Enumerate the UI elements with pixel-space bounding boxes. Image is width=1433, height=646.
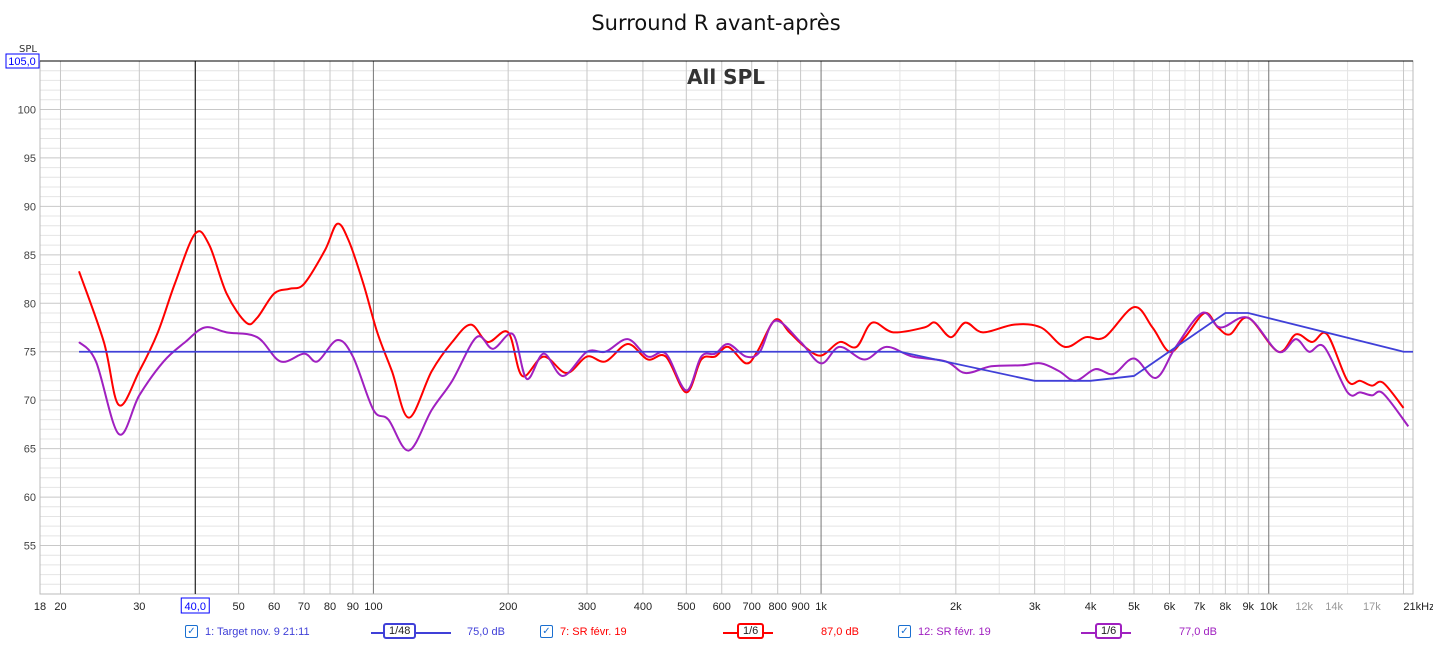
x-tick-label: 500 (677, 601, 695, 613)
plot-frame (39, 60, 1414, 595)
x-tick-label: 7k (1194, 601, 1206, 613)
legend-label: 12: SR févr. 19 (918, 626, 991, 638)
x-tick-label: 70 (298, 601, 310, 613)
x-tick-label: 60 (268, 601, 280, 613)
y-tick-label: 85 (24, 250, 36, 262)
x-tick-label: 4k (1085, 601, 1097, 613)
x-tick-label: 8k (1220, 601, 1232, 613)
y-tick-label: 80 (24, 298, 36, 310)
x-tick-label: 600 (713, 601, 731, 613)
y-tick-label: 75 (24, 347, 36, 359)
x-tick-label: 800 (769, 601, 787, 613)
x-tick-label: 700 (743, 601, 761, 613)
y-tick-label: 60 (24, 492, 36, 504)
y-tick-label: 65 (24, 444, 36, 456)
x-tick-label: 9k (1242, 601, 1254, 613)
y-tick-label: 90 (24, 201, 36, 213)
smoothing-label[interactable]: 1/6 (737, 623, 765, 639)
x-tick-label: 900 (791, 601, 809, 613)
x-tick-label: 6k (1164, 601, 1176, 613)
series-line-1 (79, 312, 1413, 382)
cursor-x-box (180, 597, 210, 614)
x-tick-label: 3k (1029, 601, 1041, 613)
x-tick-label: 80 (324, 601, 336, 613)
x-tick-label: 400 (634, 601, 652, 613)
x-tick-label: 200 (499, 601, 517, 613)
checkbox-icon[interactable]: ✓ (185, 625, 198, 638)
y-tick-label: 100 (18, 104, 36, 116)
x-tick-label: 20 (54, 601, 66, 613)
level-label: 75,0 dB (467, 626, 505, 638)
legend-label: 1: Target nov. 9 21:11 (205, 626, 310, 638)
x-tick-label: 10k (1260, 601, 1278, 613)
smoothing-label[interactable]: 1/6 (1095, 623, 1123, 639)
annotation: All SPL (687, 65, 765, 89)
cursor-x-value: 40,0 (185, 601, 206, 613)
x-tick-label: 90 (347, 601, 359, 613)
series-line-2 (78, 222, 1405, 419)
x-tick-label: 14k (1325, 601, 1343, 613)
x-tick-label: 5k (1128, 601, 1140, 613)
y-axis-label: SPL (19, 44, 37, 55)
x-tick-label: 21kHz (1403, 601, 1433, 613)
y-tick-label: 70 (24, 395, 36, 407)
level-label: 77,0 dB (1179, 626, 1217, 638)
x-tick-label: 12k (1295, 601, 1313, 613)
smoothing-label[interactable]: 1/48 (383, 623, 417, 639)
series-line-3 (78, 311, 1410, 452)
x-tick-label: 50 (233, 601, 245, 613)
x-tick-label: 1k (815, 601, 827, 613)
checkbox-icon[interactable]: ✓ (898, 625, 911, 638)
cursor-y-value: 105,0 (8, 56, 36, 68)
x-tick-label: 18 (34, 601, 46, 613)
level-label: 87,0 dB (821, 626, 859, 638)
x-tick-label: 17k (1363, 601, 1381, 613)
y-tick-label: 95 (24, 153, 36, 165)
legend-label: 7: SR févr. 19 (560, 626, 627, 638)
x-tick-label: 30 (133, 601, 145, 613)
y-tick-label: 55 (24, 541, 36, 553)
cursor-y-box (5, 53, 40, 69)
checkbox-icon[interactable]: ✓ (540, 625, 553, 638)
x-tick-label: 100 (364, 601, 382, 613)
chart-title: Surround R avant-après (591, 11, 840, 35)
x-tick-label: 300 (578, 601, 596, 613)
x-tick-label: 2k (950, 601, 962, 613)
